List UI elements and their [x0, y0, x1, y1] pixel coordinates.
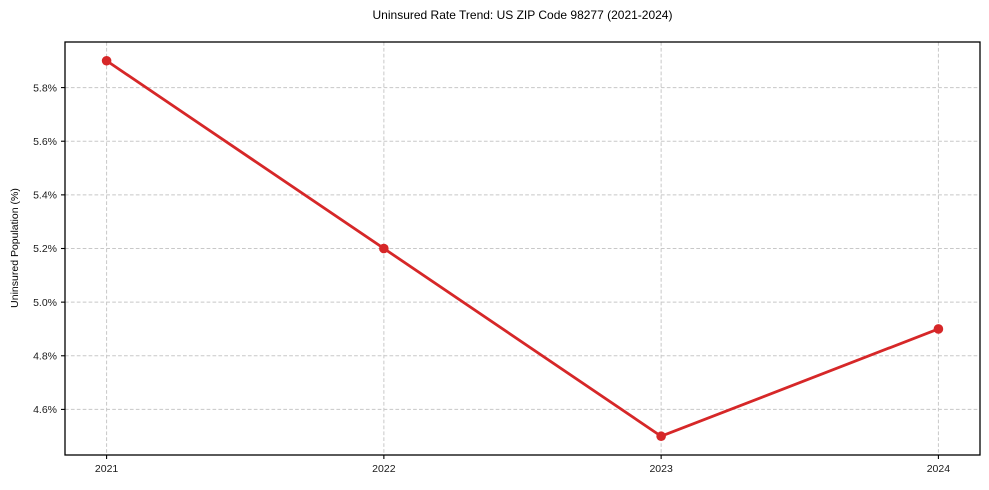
- trend-line: [105, 59, 940, 438]
- chart-title: Uninsured Rate Trend: US ZIP Code 98277 …: [372, 8, 673, 22]
- y-tick-label: 4.8%: [33, 350, 57, 362]
- plot-border: [64, 41, 981, 456]
- x-tick-label: 2024: [927, 463, 951, 475]
- data-point-marker: [101, 55, 112, 66]
- data-point-marker: [933, 324, 944, 334]
- x-tick-label: 2022: [372, 463, 396, 475]
- y-tick-label: 5.4%: [33, 190, 57, 202]
- y-tick-label: 5.8%: [33, 82, 57, 94]
- y-tick-label: 5.2%: [33, 243, 57, 255]
- y-tick-label: 4.6%: [33, 404, 57, 416]
- data-point-marker: [656, 431, 666, 442]
- data-point-marker: [379, 243, 389, 254]
- x-tick-label: 2023: [649, 463, 673, 475]
- y-axis-label: Uninsured Population (%): [9, 188, 21, 308]
- x-tick-label: 2021: [95, 463, 119, 475]
- y-tick-label: 5.0%: [33, 297, 57, 309]
- y-tick-label: 5.6%: [33, 136, 57, 148]
